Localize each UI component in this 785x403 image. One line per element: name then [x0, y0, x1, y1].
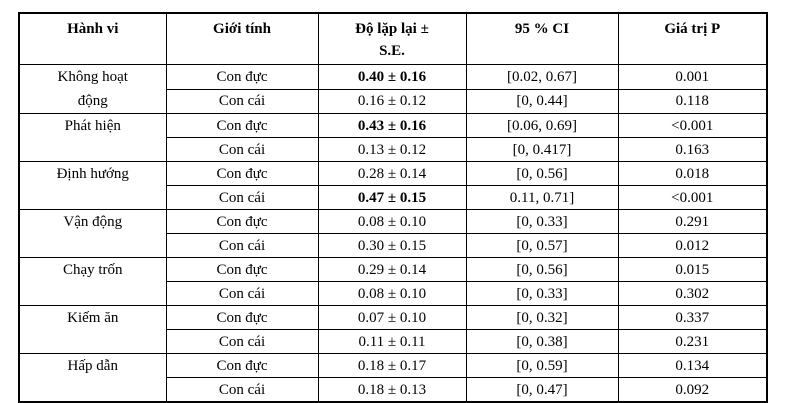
- ci-cell: [0.06, 0.69]: [465, 113, 619, 138]
- repeatability-cell: 0.08 ± 0.10: [317, 281, 467, 306]
- behavior-cell: Chạy trốn: [18, 257, 167, 306]
- repeatability-cell: 0.08 ± 0.10: [317, 209, 467, 234]
- table-row: Con cái 0.18 ± 0.13 [0, 0.47] 0.092: [19, 377, 768, 403]
- pvalue-cell: 0.001: [617, 64, 768, 90]
- repeatability-cell: 0.18 ± 0.17: [317, 353, 467, 378]
- sex-cell: Con cái: [165, 137, 319, 162]
- sex-cell: Con đực: [165, 257, 319, 282]
- repeatability-cell: 0.18 ± 0.13: [317, 377, 467, 403]
- table-row: Kiếm ăn Con đực 0.07 ± 0.10 [0, 0.32] 0.337: [18, 305, 768, 354]
- table-row: Chạy trốn Con đực 0.29 ± 0.14 [0, 0.56] 0.01…: [18, 257, 768, 306]
- ci-cell: [0, 0.59]: [465, 353, 619, 378]
- pvalue-cell: 0.018: [617, 161, 768, 186]
- pvalue-cell: 0.337: [617, 305, 768, 330]
- repeatability-table: Hành vi Giới tính Độ lặp lại ± S.E. 95 %…: [18, 12, 768, 403]
- table-header: Hành vi Giới tính Độ lặp lại ± S.E. 95 %…: [18, 12, 768, 65]
- repeatability-cell: 0.43 ± 0.16: [317, 113, 467, 138]
- ci-cell: [0, 0.38]: [465, 329, 619, 354]
- sex-cell: Con cái: [165, 88, 319, 114]
- behavior-label: Kiếm ăn: [67, 310, 119, 326]
- behavior-cell: Kiếm ăn: [18, 305, 167, 354]
- statistics-table-container: Hành vi Giới tính Độ lặp lại ± S.E. 95 %…: [18, 12, 768, 403]
- table-row: Con cái 0.08 ± 0.10 [0, 0.33] 0.302: [19, 281, 768, 306]
- sex-cell: Con đực: [165, 161, 319, 186]
- ci-cell: [0.02, 0.67]: [465, 64, 619, 90]
- ci-cell: [0, 0.56]: [465, 161, 619, 186]
- repeatability-cell: 0.11 ± 0.11: [317, 329, 467, 354]
- sex-cell: Con cái: [165, 281, 319, 306]
- behavior-cell: Vận động: [18, 209, 167, 258]
- table-row: Hấp dẫn Con đực 0.18 ± 0.17 [0, 0.59] 0.134: [18, 353, 768, 403]
- header-ci: 95 % CI: [465, 12, 619, 65]
- ci-cell: [0, 0.47]: [465, 377, 619, 403]
- table-row: Định hướng Con đực 0.28 ± 0.14 [0, 0.56] 0.0…: [18, 161, 768, 210]
- behavior-cell: Phát hiện: [18, 113, 167, 162]
- ci-cell: [0, 0.33]: [465, 281, 619, 306]
- sex-cell: Con đực: [165, 353, 319, 378]
- table-row: Con cái 0.47 ± 0.15 0.11, 0.71] <0.001: [19, 185, 768, 210]
- pvalue-cell: <0.001: [617, 185, 768, 210]
- behavior-label: Không hoạt động: [57, 69, 128, 109]
- behavior-label: Vận động: [63, 214, 123, 230]
- pvalue-cell: 0.092: [617, 377, 768, 403]
- repeatability-cell: 0.40 ± 0.16: [317, 64, 467, 90]
- ci-cell: [0, 0.56]: [465, 257, 619, 282]
- table-row: Phát hiện Con đực 0.43 ± 0.16 [0.06, 0.69] <…: [18, 113, 768, 162]
- header-pvalue: Giá trị P: [617, 12, 768, 65]
- header-ci-label: 95 % CI: [514, 21, 570, 37]
- behavior-cell: Định hướng: [18, 161, 167, 210]
- table-row: Con cái 0.30 ± 0.15 [0, 0.57] 0.012: [19, 233, 768, 258]
- header-sex: Giới tính: [165, 12, 319, 65]
- table-row: Không hoạt động Con đực 0.40 ± 0.16 [0.02, …: [18, 64, 768, 114]
- pvalue-cell: 0.118: [617, 88, 768, 114]
- header-behavior: Hành vi: [18, 12, 167, 65]
- pvalue-cell: 0.302: [617, 281, 768, 306]
- pvalue-cell: 0.163: [617, 137, 768, 162]
- repeatability-cell: 0.29 ± 0.14: [317, 257, 467, 282]
- behavior-label: Hấp dẫn: [67, 358, 118, 374]
- repeatability-cell: 0.30 ± 0.15: [317, 233, 467, 258]
- ci-cell: 0.11, 0.71]: [465, 185, 619, 210]
- pvalue-cell: 0.134: [617, 353, 768, 378]
- header-repeatability-label: Độ lặp lại ± S.E.: [355, 21, 429, 59]
- behavior-label: Phát hiện: [64, 118, 121, 134]
- table-row: Vận động Con đực 0.08 ± 0.10 [0, 0.33] 0.291: [18, 209, 768, 258]
- header-pvalue-label: Giá trị P: [664, 21, 721, 37]
- pvalue-cell: <0.001: [617, 113, 768, 138]
- ci-cell: [0, 0.57]: [465, 233, 619, 258]
- ci-cell: [0, 0.32]: [465, 305, 619, 330]
- table-row: Con cái 0.11 ± 0.11 [0, 0.38] 0.231: [19, 329, 768, 354]
- sex-cell: Con cái: [165, 329, 319, 354]
- behavior-label: Định hướng: [56, 166, 129, 182]
- header-behavior-label: Hành vi: [67, 21, 119, 37]
- sex-cell: Con cái: [165, 233, 319, 258]
- behavior-cell: Hấp dẫn: [18, 353, 167, 403]
- table-row: Con cái 0.16 ± 0.12 [0, 0.44] 0.118: [19, 88, 768, 114]
- pvalue-cell: 0.015: [617, 257, 768, 282]
- table-row: Con cái 0.13 ± 0.12 [0, 0.417] 0.163: [19, 137, 768, 162]
- repeatability-cell: 0.16 ± 0.12: [317, 88, 467, 114]
- sex-cell: Con đực: [165, 64, 319, 90]
- pvalue-cell: 0.231: [617, 329, 768, 354]
- header-sex-label: Giới tính: [213, 21, 271, 37]
- sex-cell: Con cái: [165, 377, 319, 403]
- header-repeatability: Độ lặp lại ± S.E.: [317, 12, 467, 65]
- header-row: Hành vi Giới tính Độ lặp lại ± S.E. 95 %…: [18, 12, 768, 65]
- sex-cell: Con đực: [165, 209, 319, 234]
- ci-cell: [0, 0.417]: [465, 137, 619, 162]
- sex-cell: Con cái: [165, 185, 319, 210]
- ci-cell: [0, 0.33]: [465, 209, 619, 234]
- pvalue-cell: 0.291: [617, 209, 768, 234]
- sex-cell: Con đực: [165, 305, 319, 330]
- pvalue-cell: 0.012: [617, 233, 768, 258]
- behavior-cell: Không hoạt động: [18, 64, 167, 114]
- repeatability-cell: 0.28 ± 0.14: [317, 161, 467, 186]
- repeatability-cell: 0.13 ± 0.12: [317, 137, 467, 162]
- ci-cell: [0, 0.44]: [465, 88, 619, 114]
- sex-cell: Con đực: [165, 113, 319, 138]
- repeatability-cell: 0.07 ± 0.10: [317, 305, 467, 330]
- behavior-label: Chạy trốn: [62, 262, 123, 278]
- table-body: Không hoạt động Con đực 0.40 ± 0.16 [0.02, …: [18, 64, 768, 403]
- repeatability-cell: 0.47 ± 0.15: [317, 185, 467, 210]
